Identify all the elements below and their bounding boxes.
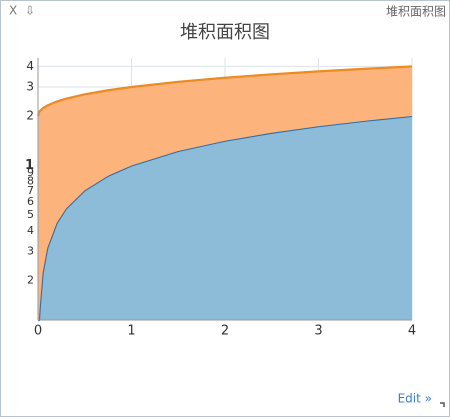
edit-link[interactable]: Edit » bbox=[398, 392, 432, 406]
y-tick-label: 2 bbox=[27, 273, 34, 286]
y-tick-label: 4 bbox=[26, 59, 34, 73]
chart-title: 堆积面积图 bbox=[180, 22, 270, 43]
area bbox=[38, 115, 412, 321]
y-tick-label: 9 bbox=[27, 166, 34, 179]
x-tick-label: 3 bbox=[314, 324, 322, 339]
y-tick-label: 3 bbox=[26, 79, 34, 93]
y-tick-label: 2 bbox=[26, 108, 34, 122]
resize-handle[interactable] bbox=[440, 402, 445, 407]
pin-button[interactable]: ⇩ bbox=[25, 4, 35, 18]
y-tick-label: 3 bbox=[27, 244, 34, 257]
y-tick-label: 1 bbox=[25, 158, 34, 173]
widget-label: 堆积面积图 bbox=[386, 5, 446, 19]
x-tick-label: 1 bbox=[127, 324, 135, 339]
y-tick-label: 7 bbox=[27, 184, 34, 197]
line bbox=[36, 65, 413, 117]
close-button[interactable]: X bbox=[9, 4, 17, 18]
x-tick-label: 0 bbox=[34, 324, 42, 339]
x-tick-label: 4 bbox=[408, 324, 416, 339]
y-tick-label: 8 bbox=[27, 174, 34, 187]
x-tick-label: 2 bbox=[221, 324, 229, 339]
area bbox=[38, 66, 412, 321]
y-tick-label: 4 bbox=[27, 224, 34, 237]
y-tick-label: 6 bbox=[27, 195, 34, 208]
y-tick-label: 5 bbox=[27, 208, 34, 221]
